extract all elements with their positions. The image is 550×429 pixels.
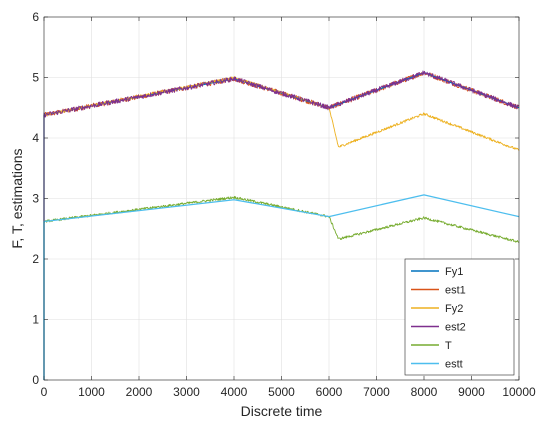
y-tick-label: 1 (32, 313, 39, 327)
legend-label: T (445, 340, 452, 352)
ticks: 0 1000 2000 3000 4000 5000 6000 7000 8000 9000 100… (32, 10, 536, 399)
legend-label: Fy2 (445, 303, 463, 315)
legend-label: est2 (445, 322, 466, 334)
y-tick-label: 3 (32, 192, 39, 206)
y-tick-label: 2 (32, 252, 39, 266)
x-tick-label: 3000 (173, 385, 200, 399)
x-tick-label: 0 (41, 385, 48, 399)
x-axis-label: Discrete time (241, 403, 323, 419)
x-tick-label: 1000 (78, 385, 105, 399)
x-tick-label: 4000 (221, 385, 248, 399)
legend-box (404, 258, 515, 376)
series-line-t (43, 195, 520, 380)
x-tick-label: 5000 (268, 385, 295, 399)
y-tick-label: 5 (32, 71, 39, 85)
x-tick-label: 6000 (316, 385, 343, 399)
series-line-est2 (43, 70, 520, 380)
x-tick-label: 2000 (126, 385, 153, 399)
legend-label: Fy1 (445, 266, 463, 278)
x-tick-label: 7000 (363, 385, 390, 399)
y-tick-label: 0 (32, 373, 39, 387)
y-axis-label: F, T, estimations (9, 148, 25, 248)
legend-label: estt (445, 359, 463, 371)
x-tick-label: 9000 (458, 385, 485, 399)
x-tick-label: 10000 (502, 385, 536, 399)
y-tick-label: 6 (32, 10, 39, 24)
y-tick-label: 4 (32, 131, 39, 145)
x-tick-label: 8000 (411, 385, 438, 399)
legend-label: est1 (445, 285, 466, 297)
